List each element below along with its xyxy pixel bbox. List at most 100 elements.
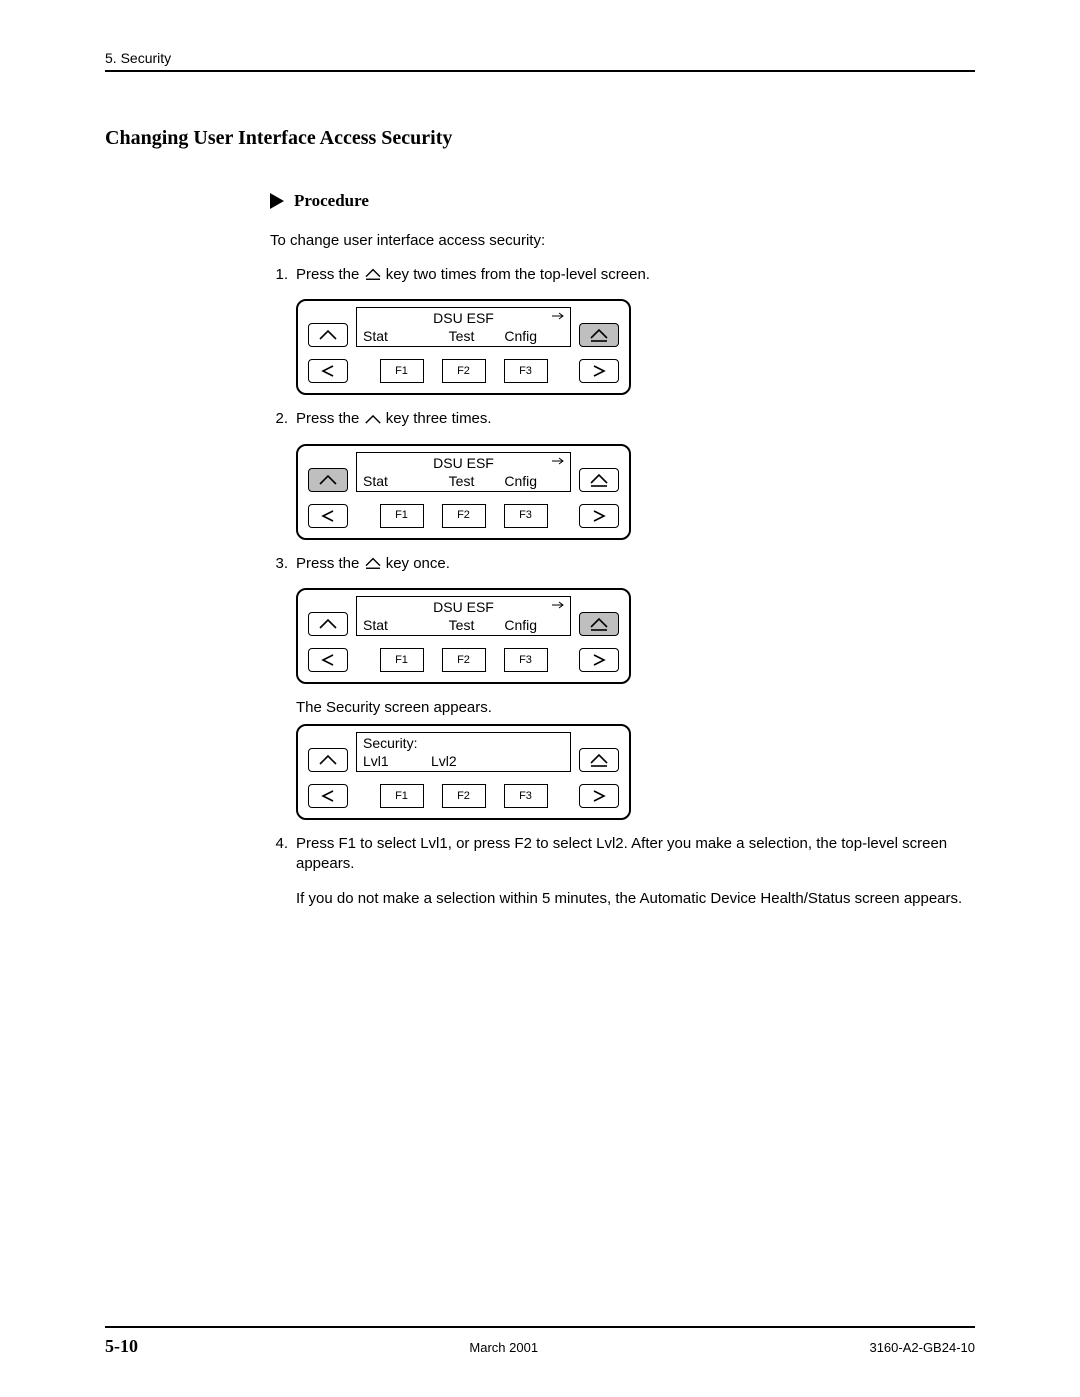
device-panel: Security: Lvl1 Lvl2 F1 F2 F3 [296,724,631,820]
step-1: 1. Press the key two times from the top-… [270,265,975,285]
play-icon [270,193,286,209]
triangle-left-icon [319,789,337,803]
f1-button[interactable]: F1 [380,784,424,808]
triangle-up-icon [318,474,338,486]
section-title: Changing User Interface Access Security [105,127,975,150]
step-number: 2. [270,409,288,429]
device-panel-4: Security: Lvl1 Lvl2 F1 F2 F3 [296,724,975,820]
menu-item-test: Test [429,616,495,634]
step-number: 3. [270,554,288,574]
home-button[interactable] [579,468,619,492]
f2-button[interactable]: F2 [442,504,486,528]
right-button[interactable] [579,504,619,528]
triangle-right-icon [590,789,608,803]
f3-button[interactable]: F3 [504,359,548,383]
f1-button[interactable]: F1 [380,504,424,528]
triangle-right-icon [590,509,608,523]
triangle-right-icon [590,653,608,667]
menu-item-lvl1: Lvl1 [357,752,425,770]
up-key-icon [364,414,382,425]
triangle-up-bar-icon [589,752,609,768]
device-panel: DSU ESF Stat Test Cnfig F1 F2 F3 [296,588,631,684]
right-button[interactable] [579,648,619,672]
display-title: DSU ESF [357,597,570,616]
step-text: Press F1 to select Lvl1, or press F2 to … [296,834,975,875]
step-number: 4. [270,834,288,875]
up-bar-key-icon [364,556,382,570]
f2-button[interactable]: F2 [442,784,486,808]
triangle-up-bar-icon [589,472,609,488]
page: 5. Security Changing User Interface Acce… [0,0,1080,1397]
lcd-display: DSU ESF Stat Test Cnfig [356,307,571,347]
f1-button[interactable]: F1 [380,648,424,672]
menu-item-test: Test [429,327,495,345]
left-button[interactable] [308,359,348,383]
menu-item-stat: Stat [357,616,429,634]
device-panel-2: DSU ESF Stat Test Cnfig F1 F2 F3 [296,444,975,540]
device-panel: DSU ESF Stat Test Cnfig F1 F2 F3 [296,444,631,540]
up-button[interactable] [308,748,348,772]
procedure-heading: Procedure [270,190,975,213]
triangle-up-icon [318,329,338,341]
intro-text: To change user interface access security… [270,231,975,251]
f1-button[interactable]: F1 [380,359,424,383]
step-4: 4. Press F1 to select Lvl1, or press F2 … [270,834,975,875]
up-button[interactable] [308,612,348,636]
f2-button[interactable]: F2 [442,359,486,383]
continue-indicator-icon [552,599,564,611]
left-button[interactable] [308,648,348,672]
up-button[interactable] [308,468,348,492]
footer-doc-id: 3160-A2-GB24-10 [869,1340,975,1355]
step-text: Press the key two times from the top-lev… [296,265,975,285]
up-bar-key-icon [364,267,382,281]
f3-button[interactable]: F3 [504,784,548,808]
step-3: 3. Press the key once. [270,554,975,574]
lcd-display: DSU ESF Stat Test Cnfig [356,596,571,636]
home-button[interactable] [579,323,619,347]
right-button[interactable] [579,359,619,383]
continue-indicator-icon [552,310,564,322]
f3-button[interactable]: F3 [504,504,548,528]
menu-item-cnfig: Cnfig [494,616,570,634]
step-text: Press the key three times. [296,409,975,429]
right-button[interactable] [579,784,619,808]
up-button[interactable] [308,323,348,347]
triangle-right-icon [590,364,608,378]
triangle-up-bar-icon [589,327,609,343]
menu-item-cnfig: Cnfig [494,327,570,345]
triangle-left-icon [319,509,337,523]
step-4-note: If you do not make a selection within 5 … [296,889,975,909]
device-panel: DSU ESF Stat Test Cnfig F1 F2 F3 [296,299,631,395]
lcd-display: DSU ESF Stat Test Cnfig [356,452,571,492]
display-title: DSU ESF [357,453,570,472]
display-title: DSU ESF [357,308,570,327]
step-number: 1. [270,265,288,285]
device-panel-3: DSU ESF Stat Test Cnfig F1 F2 F3 [296,588,975,684]
display-title: Security: [357,733,570,752]
step-3-result: The Security screen appears. [296,698,975,718]
triangle-up-bar-icon [589,616,609,632]
page-footer: 5-10 March 2001 3160-A2-GB24-10 [105,1326,975,1357]
page-number: 5-10 [105,1336,138,1357]
triangle-up-icon [318,618,338,630]
f3-button[interactable]: F3 [504,648,548,672]
continue-indicator-icon [552,455,564,467]
step-2: 2. Press the key three times. [270,409,975,429]
content-body: Procedure To change user interface acces… [270,190,975,909]
home-button[interactable] [579,612,619,636]
menu-item-test: Test [429,472,495,490]
device-panel-1: DSU ESF Stat Test Cnfig F1 F2 F3 [296,299,975,395]
menu-item-stat: Stat [357,327,429,345]
lcd-display: Security: Lvl1 Lvl2 [356,732,571,772]
home-button[interactable] [579,748,619,772]
triangle-up-icon [318,754,338,766]
triangle-left-icon [319,653,337,667]
left-button[interactable] [308,504,348,528]
triangle-left-icon [319,364,337,378]
menu-item-stat: Stat [357,472,429,490]
footer-date: March 2001 [469,1340,538,1355]
header-chapter: 5. Security [105,50,171,66]
menu-item-lvl2: Lvl2 [425,752,493,770]
f2-button[interactable]: F2 [442,648,486,672]
left-button[interactable] [308,784,348,808]
